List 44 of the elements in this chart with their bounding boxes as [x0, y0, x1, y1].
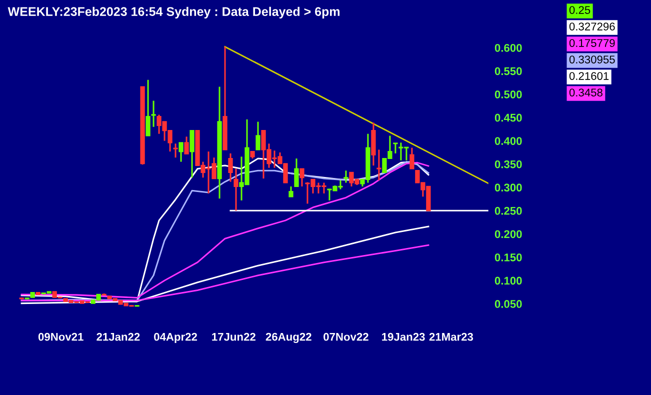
x-tick-label: 04Apr22: [154, 332, 198, 343]
candlestick: [190, 130, 194, 178]
y-tick-label: 0.250: [494, 206, 522, 215]
text: 0.25: [569, 6, 590, 14]
candlestick: [288, 186, 294, 198]
x-tick-label: 09Nov21: [38, 332, 84, 341]
candlestick: [410, 147, 414, 170]
y-tick-label: 0.350: [494, 160, 522, 168]
y-tick-label: 0.400: [494, 137, 522, 145]
text: 0.327296: [569, 22, 615, 30]
candlestick: [393, 142, 398, 154]
text: 0.3458: [569, 88, 602, 96]
chart-title: WEEKLY:23Feb2023 16:54 Sydney : Data Delayed > 6pm: [8, 6, 340, 18]
candlestick: [173, 142, 178, 158]
candlestick: [228, 152, 233, 183]
y-tick-label: 0.150: [494, 253, 522, 262]
text: 0.175779: [569, 39, 615, 47]
y-tick-label: 0.450: [494, 114, 522, 122]
x-tick-label: 07Nov22: [324, 332, 368, 341]
text: 0.330955: [569, 56, 615, 64]
x-tick-label: 17Jun22: [212, 332, 256, 341]
y-tick-label: 0.300: [494, 184, 522, 192]
y-tick-label: 0.500: [494, 90, 522, 98]
x-tick-label: 21Jan22: [96, 332, 140, 341]
y-tick-label: 0.100: [494, 276, 522, 285]
y-tick-label: 0.600: [494, 44, 522, 52]
x-tick-label: 19Jan23: [382, 332, 425, 341]
candlestick: [300, 168, 304, 188]
candlestick: [344, 170, 348, 184]
y-tick-label: 0.200: [494, 230, 522, 238]
y-tick-label: 0.050: [494, 300, 522, 308]
candlestick: [184, 136, 189, 155]
candlestick: [294, 158, 299, 188]
candlestick: [146, 79, 150, 136]
candlestick: [151, 100, 156, 128]
x-tick-label: 21Mar23: [429, 332, 474, 341]
candlestick: [256, 120, 260, 150]
text: 0.21601: [569, 72, 609, 80]
line-series: [20, 226, 430, 304]
candlestick: [376, 148, 382, 182]
candlestick: [234, 168, 238, 212]
y-tick-label: 0.550: [494, 67, 522, 76]
candlestick: [178, 142, 184, 163]
x-tick-label: 26Aug22: [266, 332, 312, 343]
